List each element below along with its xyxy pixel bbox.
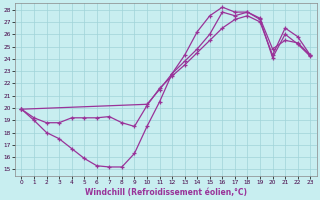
X-axis label: Windchill (Refroidissement éolien,°C): Windchill (Refroidissement éolien,°C) [85,188,247,197]
